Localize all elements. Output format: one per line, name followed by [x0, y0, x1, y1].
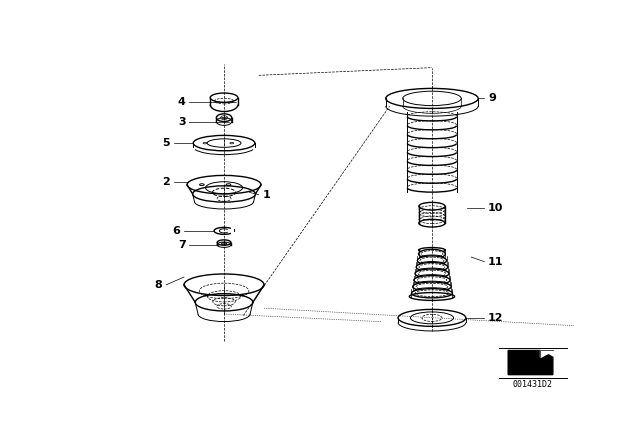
Text: 11: 11 — [488, 257, 504, 267]
Text: 8: 8 — [155, 280, 163, 290]
Text: 5: 5 — [163, 138, 170, 148]
Text: 10: 10 — [488, 203, 504, 213]
Text: 9: 9 — [488, 94, 496, 103]
Ellipse shape — [417, 256, 447, 265]
Polygon shape — [508, 350, 553, 375]
Ellipse shape — [412, 289, 452, 298]
Text: 4: 4 — [178, 97, 186, 107]
Ellipse shape — [413, 282, 451, 291]
Ellipse shape — [416, 263, 448, 271]
Text: 6: 6 — [172, 226, 180, 236]
Text: 7: 7 — [178, 240, 186, 250]
Ellipse shape — [415, 269, 449, 278]
Text: 12: 12 — [488, 313, 504, 323]
Ellipse shape — [386, 88, 478, 108]
Text: 3: 3 — [178, 116, 186, 126]
Text: 1: 1 — [262, 190, 270, 200]
Ellipse shape — [414, 276, 450, 285]
Polygon shape — [540, 350, 553, 357]
Text: 001431D2: 001431D2 — [513, 380, 553, 389]
Text: 2: 2 — [163, 177, 170, 186]
Ellipse shape — [419, 250, 445, 258]
